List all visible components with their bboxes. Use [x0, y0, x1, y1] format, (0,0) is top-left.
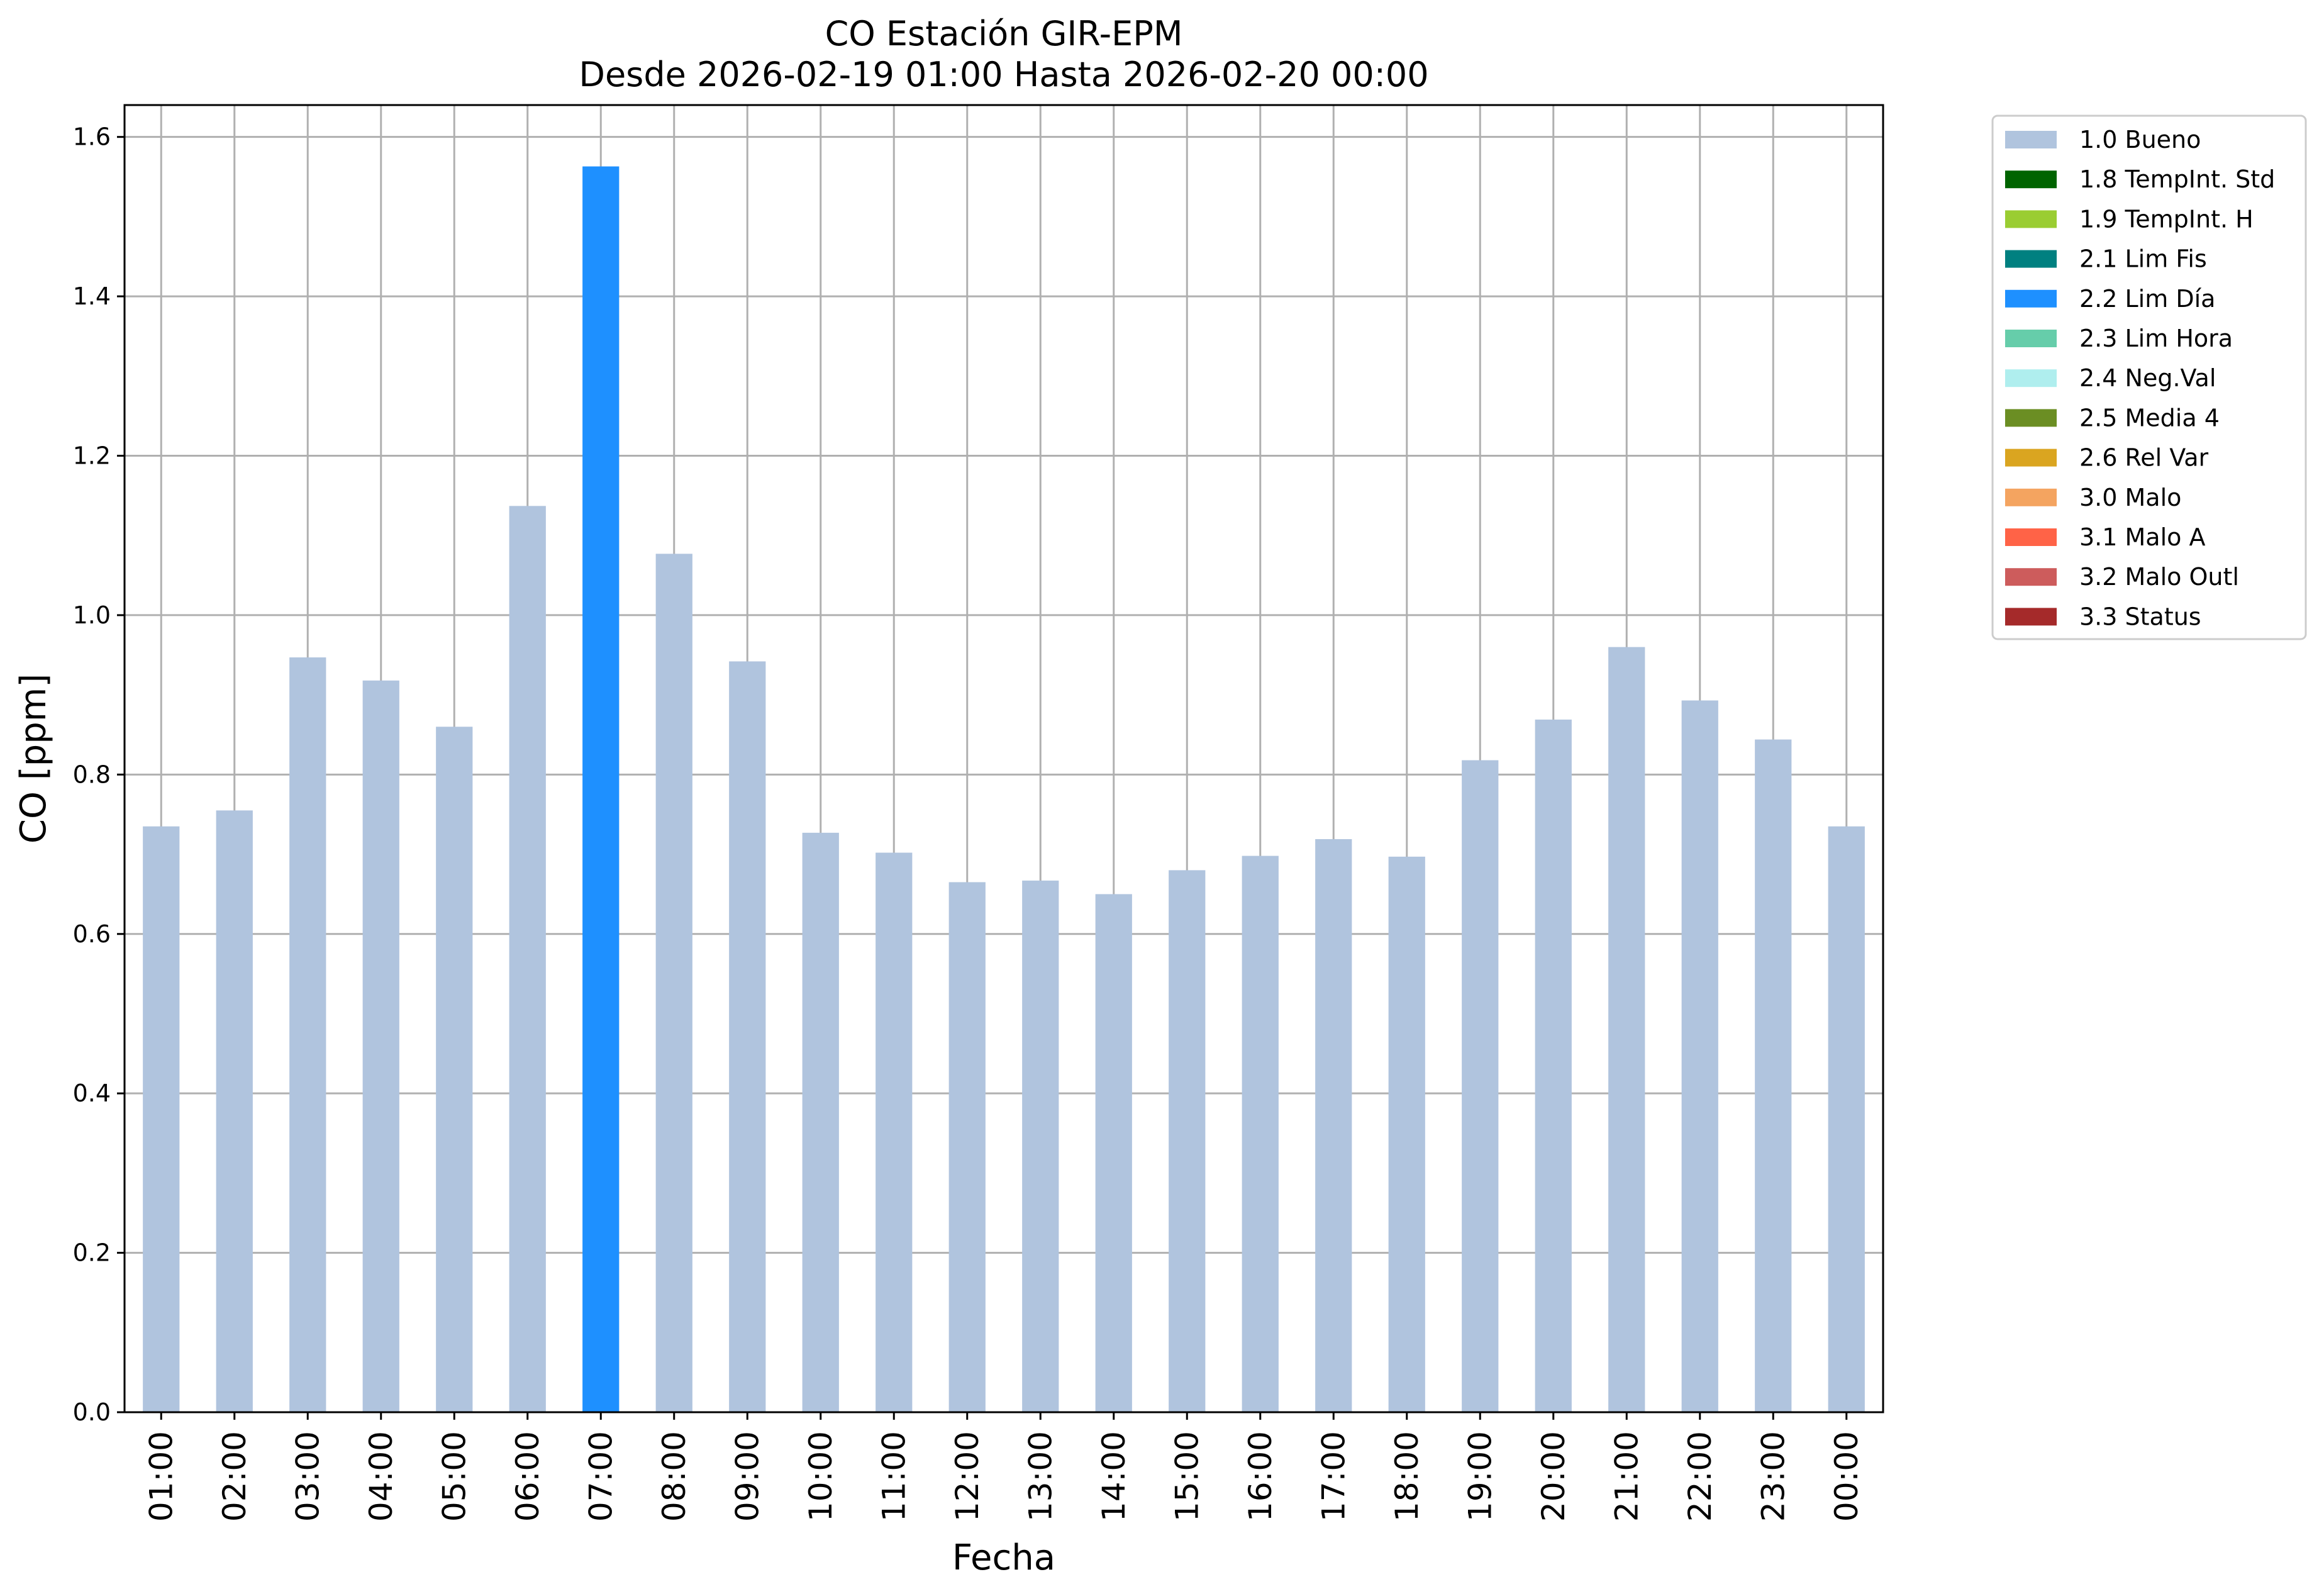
bar-2100: [1608, 647, 1645, 1412]
x-tick-label: 16:00: [1242, 1431, 1279, 1522]
y-tick-label: 0.4: [73, 1079, 111, 1107]
bar-0700: [582, 166, 620, 1412]
x-tick-label: 18:00: [1389, 1431, 1425, 1522]
x-tick-label: 05:00: [436, 1431, 472, 1522]
legend-label: 2.5 Media 4: [2079, 404, 2220, 432]
legend-box: [1991, 114, 2307, 640]
legend-label: 3.3 Status: [2079, 603, 2201, 630]
legend-label: 3.0 Malo: [2079, 484, 2181, 511]
bar-1400: [1095, 894, 1132, 1412]
x-tick-label: 14:00: [1096, 1431, 1132, 1522]
legend-swatch: [2005, 250, 2057, 268]
x-tick-label: 17:00: [1315, 1431, 1352, 1522]
legend-swatch: [2005, 568, 2057, 586]
y-tick-label: 0.8: [73, 761, 111, 788]
x-tick-label: 20:00: [1535, 1431, 1572, 1522]
legend-swatch: [2005, 528, 2057, 546]
legend-swatch: [2005, 330, 2057, 347]
y-axis-ticks: 0.0 0.2 0.4 0.6 0.8 1.0 1.2 1.4 1.6: [73, 123, 125, 1426]
bar-2200: [1681, 700, 1718, 1412]
x-tick-label: 00:00: [1828, 1431, 1865, 1522]
bar-1800: [1388, 856, 1425, 1412]
x-tick-label: 01:00: [143, 1431, 179, 1522]
legend-label: 3.2 Malo Outl: [2079, 563, 2239, 591]
bar-2300: [1755, 739, 1792, 1412]
x-tick-label: 19:00: [1462, 1431, 1498, 1522]
x-tick-label: 13:00: [1022, 1431, 1059, 1522]
bar-0600: [509, 506, 546, 1412]
x-tick-label: 12:00: [949, 1431, 986, 1522]
chart-title: CO Estación GIR-EPM: [825, 14, 1183, 53]
legend-label: 2.6 Rel Var: [2079, 444, 2209, 472]
y-tick-label: 1.4: [73, 282, 111, 310]
legend-swatch: [2005, 131, 2057, 148]
x-tick-label: 06:00: [509, 1431, 546, 1522]
x-axis-ticks: 01:00 02:00 03:00 04:00 05:00 06:00 07:00 08:00…: [143, 1412, 1865, 1522]
legend-swatch: [2005, 210, 2057, 228]
bar-2000: [1535, 719, 1572, 1412]
legend-swatch: [2005, 170, 2057, 189]
y-tick-label: 1.6: [73, 123, 111, 151]
bar-1100: [876, 852, 913, 1412]
legend-label: 2.2 Lim Día: [2079, 285, 2215, 313]
bar-1700: [1315, 839, 1352, 1412]
bar-1900: [1462, 760, 1499, 1412]
legend-label: 1.0 Bueno: [2079, 126, 2201, 153]
x-tick-label: 11:00: [876, 1431, 912, 1522]
bar-1000: [802, 832, 839, 1412]
bar-0000: [1828, 826, 1865, 1412]
bar-0900: [729, 661, 766, 1412]
legend-label: 2.4 Neg.Val: [2079, 364, 2216, 392]
x-axis-label: Fecha: [952, 1537, 1055, 1578]
bar-0500: [436, 727, 473, 1412]
legend: 1.0 Bueno 1.8 TempInt. Std 1.9 TempInt. H 2…: [1991, 114, 2307, 640]
bar-1600: [1242, 856, 1279, 1412]
y-tick-label: 0.2: [73, 1239, 111, 1267]
bar-0200: [216, 810, 253, 1412]
bars: [143, 166, 1865, 1412]
legend-swatch: [2005, 289, 2057, 308]
x-tick-label: 23:00: [1755, 1431, 1791, 1522]
x-tick-label: 22:00: [1682, 1431, 1718, 1522]
y-tick-label: 0.0: [73, 1398, 111, 1426]
plot-frame: [123, 104, 1884, 1413]
legend-label: 1.8 TempInt. Std: [2079, 165, 2275, 193]
legend-swatch: [2005, 409, 2057, 427]
legend-swatch: [2005, 369, 2057, 387]
bar-1500: [1169, 870, 1206, 1412]
y-axis-label: CO [ppm]: [13, 674, 54, 844]
x-tick-label: 08:00: [656, 1431, 692, 1522]
bar-1200: [948, 882, 986, 1412]
legend-swatch: [2005, 488, 2057, 506]
chart-subtitle: Desde 2026-02-19 01:00 Hasta 2026-02-20 …: [579, 55, 1428, 94]
bar-0400: [362, 680, 399, 1412]
x-tick-label: 10:00: [803, 1431, 839, 1522]
x-tick-label: 15:00: [1169, 1431, 1205, 1522]
x-tick-label: 07:00: [582, 1431, 619, 1522]
y-tick-label: 0.6: [73, 920, 111, 948]
x-tick-label: 21:00: [1608, 1431, 1645, 1522]
x-tick-label: 02:00: [216, 1431, 253, 1522]
y-tick-label: 1.2: [73, 442, 111, 470]
legend-label: 2.1 Lim Fis: [2079, 245, 2207, 273]
y-tick-label: 1.0: [73, 601, 111, 629]
bar-0100: [143, 826, 180, 1412]
x-tick-label: 03:00: [289, 1431, 326, 1522]
legend-swatch: [2005, 608, 2057, 626]
legend-label: 3.1 Malo A: [2079, 523, 2205, 551]
legend-label: 2.3 Lim Hora: [2079, 325, 2233, 352]
x-tick-label: 04:00: [363, 1431, 399, 1522]
bar-0800: [655, 554, 692, 1412]
x-tick-label: 09:00: [729, 1431, 765, 1522]
bar-0300: [289, 657, 326, 1412]
bar-1300: [1022, 880, 1059, 1412]
legend-label: 1.9 TempInt. H: [2079, 205, 2254, 233]
legend-swatch: [2005, 449, 2057, 467]
